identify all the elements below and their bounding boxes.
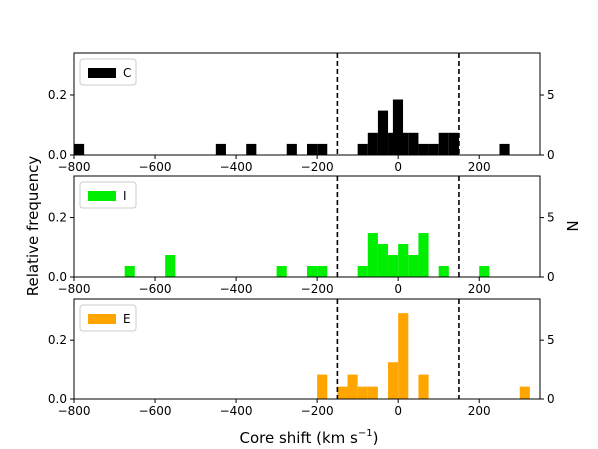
y-tick-label-right: 5 xyxy=(547,211,555,225)
legend-label: I xyxy=(123,189,127,203)
panel-E: −800 −600 −400 −200 0 200 0.0 0.2 0 5 E xyxy=(48,298,555,418)
x-tick-label: −800 xyxy=(58,160,91,174)
y-axis-title-right: N xyxy=(563,220,581,231)
plot-frame xyxy=(73,298,541,400)
x-tick-label: −600 xyxy=(139,404,172,418)
y-tick-label-left: 0.2 xyxy=(48,211,67,225)
histogram-bar xyxy=(357,266,368,277)
histogram-bar xyxy=(398,244,409,277)
x-tick-label: −600 xyxy=(139,282,172,296)
histogram-bar xyxy=(418,233,429,277)
histogram-bar xyxy=(246,143,257,155)
histogram-bar xyxy=(438,132,449,155)
histogram-bar xyxy=(408,132,419,155)
legend-swatch xyxy=(88,191,116,201)
histogram-bar xyxy=(388,362,399,399)
histogram-bar xyxy=(276,266,287,277)
x-tick-label: 0 xyxy=(394,404,402,418)
y-tick-label-left: 0.0 xyxy=(48,270,67,284)
histogram-bar xyxy=(317,266,328,277)
y-axis-title-left: Relative frequency xyxy=(24,156,42,297)
y-tick-label-left: 0.2 xyxy=(48,88,67,102)
panel-I: −800 −600 −400 −200 0 200 0.0 0.2 0 5 I xyxy=(48,175,555,296)
y-tick-label-left: 0.0 xyxy=(48,148,67,162)
histogram-bar xyxy=(392,99,404,155)
y-tick-label-left: 0.2 xyxy=(48,333,67,347)
histogram-bar xyxy=(438,266,449,277)
x-tick-label: −600 xyxy=(139,160,172,174)
x-tick-label: 0 xyxy=(394,160,402,174)
legend-swatch xyxy=(88,314,116,324)
histogram-bar xyxy=(215,143,226,155)
panel-C: −800 −600 −400 −200 0 200 0.0 0.2 0 5 C xyxy=(48,52,555,174)
x-tick-label: −400 xyxy=(220,404,253,418)
x-tick-label: 0 xyxy=(394,282,402,296)
x-tick-label: 200 xyxy=(468,160,491,174)
histogram-bar xyxy=(357,386,368,399)
legend-swatch xyxy=(88,68,116,78)
histogram-bar xyxy=(74,143,85,155)
legend-label: E xyxy=(123,312,131,326)
y-tick-label-right: 0 xyxy=(547,148,555,162)
histogram-bar xyxy=(307,143,318,155)
histogram-bar xyxy=(357,143,368,155)
histogram-bar xyxy=(388,255,399,277)
histogram-bar xyxy=(124,266,135,277)
x-tick-label: −800 xyxy=(58,282,91,296)
y-tick-label-right: 5 xyxy=(547,88,555,102)
histogram-bar xyxy=(286,143,297,155)
histogram-bar xyxy=(448,132,459,155)
histogram-bar xyxy=(307,266,318,277)
histogram-bar xyxy=(398,132,409,155)
x-tick-label: −800 xyxy=(58,404,91,418)
x-tick-label: −400 xyxy=(220,282,253,296)
x-tick-label: −200 xyxy=(301,282,334,296)
histogram-bar xyxy=(367,233,378,277)
histogram-bar xyxy=(367,132,378,155)
x-tick-label: −200 xyxy=(301,160,334,174)
histogram-bar xyxy=(165,255,176,277)
y-tick-label-right: 0 xyxy=(547,270,555,284)
histogram-bar xyxy=(418,374,429,399)
histogram-bar xyxy=(408,255,419,277)
x-tick-label: −200 xyxy=(301,404,334,418)
histogram-bar xyxy=(428,143,439,155)
histogram-bar xyxy=(367,386,378,399)
y-tick-label-right: 0 xyxy=(547,392,555,406)
y-tick-label-left: 0.0 xyxy=(48,392,67,406)
histogram-bar xyxy=(377,244,389,277)
histogram-bar xyxy=(337,386,348,399)
plot-frame xyxy=(73,52,541,156)
histogram-bar xyxy=(519,386,530,399)
histogram-bar xyxy=(418,143,429,155)
plot-frame xyxy=(73,175,541,278)
histogram-bar xyxy=(479,266,490,277)
x-tick-label: −400 xyxy=(220,160,253,174)
x-tick-label: 200 xyxy=(468,404,491,418)
x-tick-label: 200 xyxy=(468,282,491,296)
histogram-bar xyxy=(347,374,358,399)
histogram-bar xyxy=(377,110,389,155)
histogram-bar xyxy=(499,143,510,155)
histogram-bar xyxy=(317,374,328,399)
y-tick-label-right: 5 xyxy=(547,333,555,347)
x-axis-title: Core shift (km s−1) xyxy=(240,428,379,447)
legend-label: C xyxy=(123,66,131,80)
histogram-bar xyxy=(398,313,409,399)
histogram-bar xyxy=(317,143,328,155)
